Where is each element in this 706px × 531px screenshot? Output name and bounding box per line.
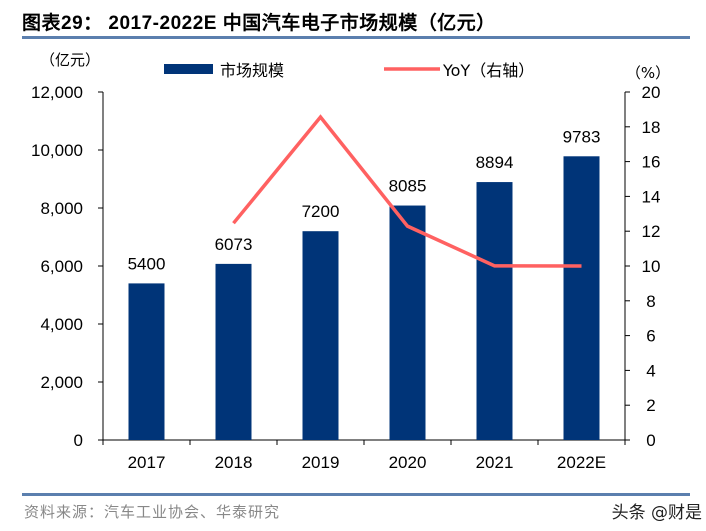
bar: [215, 263, 252, 440]
bar: [563, 156, 600, 440]
legend-bar-swatch: [164, 64, 213, 74]
y-right-tick-label: 6: [646, 327, 655, 346]
bar-value-label: 8085: [389, 177, 427, 196]
x-tick-label: 2022E: [557, 453, 606, 472]
y-left-tick-label: 4,000: [40, 315, 83, 334]
data-labels: 5400 6073 7200 8085 8894 9783: [128, 127, 601, 273]
watermark: 头条 @财是: [611, 503, 702, 523]
y-right-tick-label: 10: [642, 257, 661, 276]
legend-label-yoy: YoY（右轴）: [442, 61, 534, 80]
axes: 0 2,000 4,000 6,000 8,000 10,000 12,000 0 2 4 6 8 10…: [31, 51, 670, 472]
y-right-tick-label: 8: [646, 292, 655, 311]
y-right-tick-label: 2: [646, 396, 655, 415]
legend: 市场规模 YoY（右轴）: [164, 61, 534, 80]
x-tick-label: 2019: [302, 453, 340, 472]
y-right-tick-label: 4: [646, 361, 655, 380]
y-right-tick-label: 20: [642, 83, 661, 102]
bar: [128, 283, 165, 440]
bar: [476, 182, 513, 440]
bar-value-label: 6073: [215, 235, 253, 254]
bar-value-label: 5400: [128, 254, 166, 273]
bar-value-label: 9783: [563, 127, 601, 146]
x-tick-label: 2020: [389, 453, 427, 472]
bar: [389, 205, 426, 440]
x-tick-label: 2017: [128, 453, 166, 472]
bar-value-label: 8894: [476, 153, 514, 172]
y-left-tick-label: 6,000: [40, 257, 83, 276]
title-divider: [22, 36, 690, 39]
y-left-tick-label: 8,000: [40, 199, 83, 218]
x-tick-label: 2018: [215, 453, 253, 472]
source-note: 资料来源：汽车工业协会、华泰研究: [24, 503, 281, 521]
y-left-tick-label: 0: [74, 431, 83, 450]
y-left-tick-label: 10,000: [31, 141, 83, 160]
y-right-tick-label: 14: [642, 187, 661, 206]
y-right-unit-label: （%）: [626, 64, 670, 82]
legend-label-market-size: 市场规模: [220, 61, 284, 80]
y-right-tick-label: 16: [642, 153, 661, 172]
y-right-tick-label: 18: [642, 118, 661, 137]
bar-series: [128, 156, 600, 440]
chart-title: 图表29： 2017-2022E 中国汽车电子市场规模（亿元）: [22, 13, 496, 34]
y-left-unit-label: （亿元）: [40, 51, 100, 69]
bar-value-label: 7200: [302, 202, 340, 221]
footer-divider: [22, 493, 690, 496]
line-series: [232, 114, 582, 268]
y-left-tick-label: 2,000: [40, 373, 83, 392]
x-tick-label: 2021: [476, 453, 514, 472]
y-left-tick-label: 12,000: [31, 83, 83, 102]
y-right-tick-label: 0: [646, 431, 655, 450]
bar: [302, 231, 339, 440]
y-right-tick-label: 12: [642, 222, 661, 241]
